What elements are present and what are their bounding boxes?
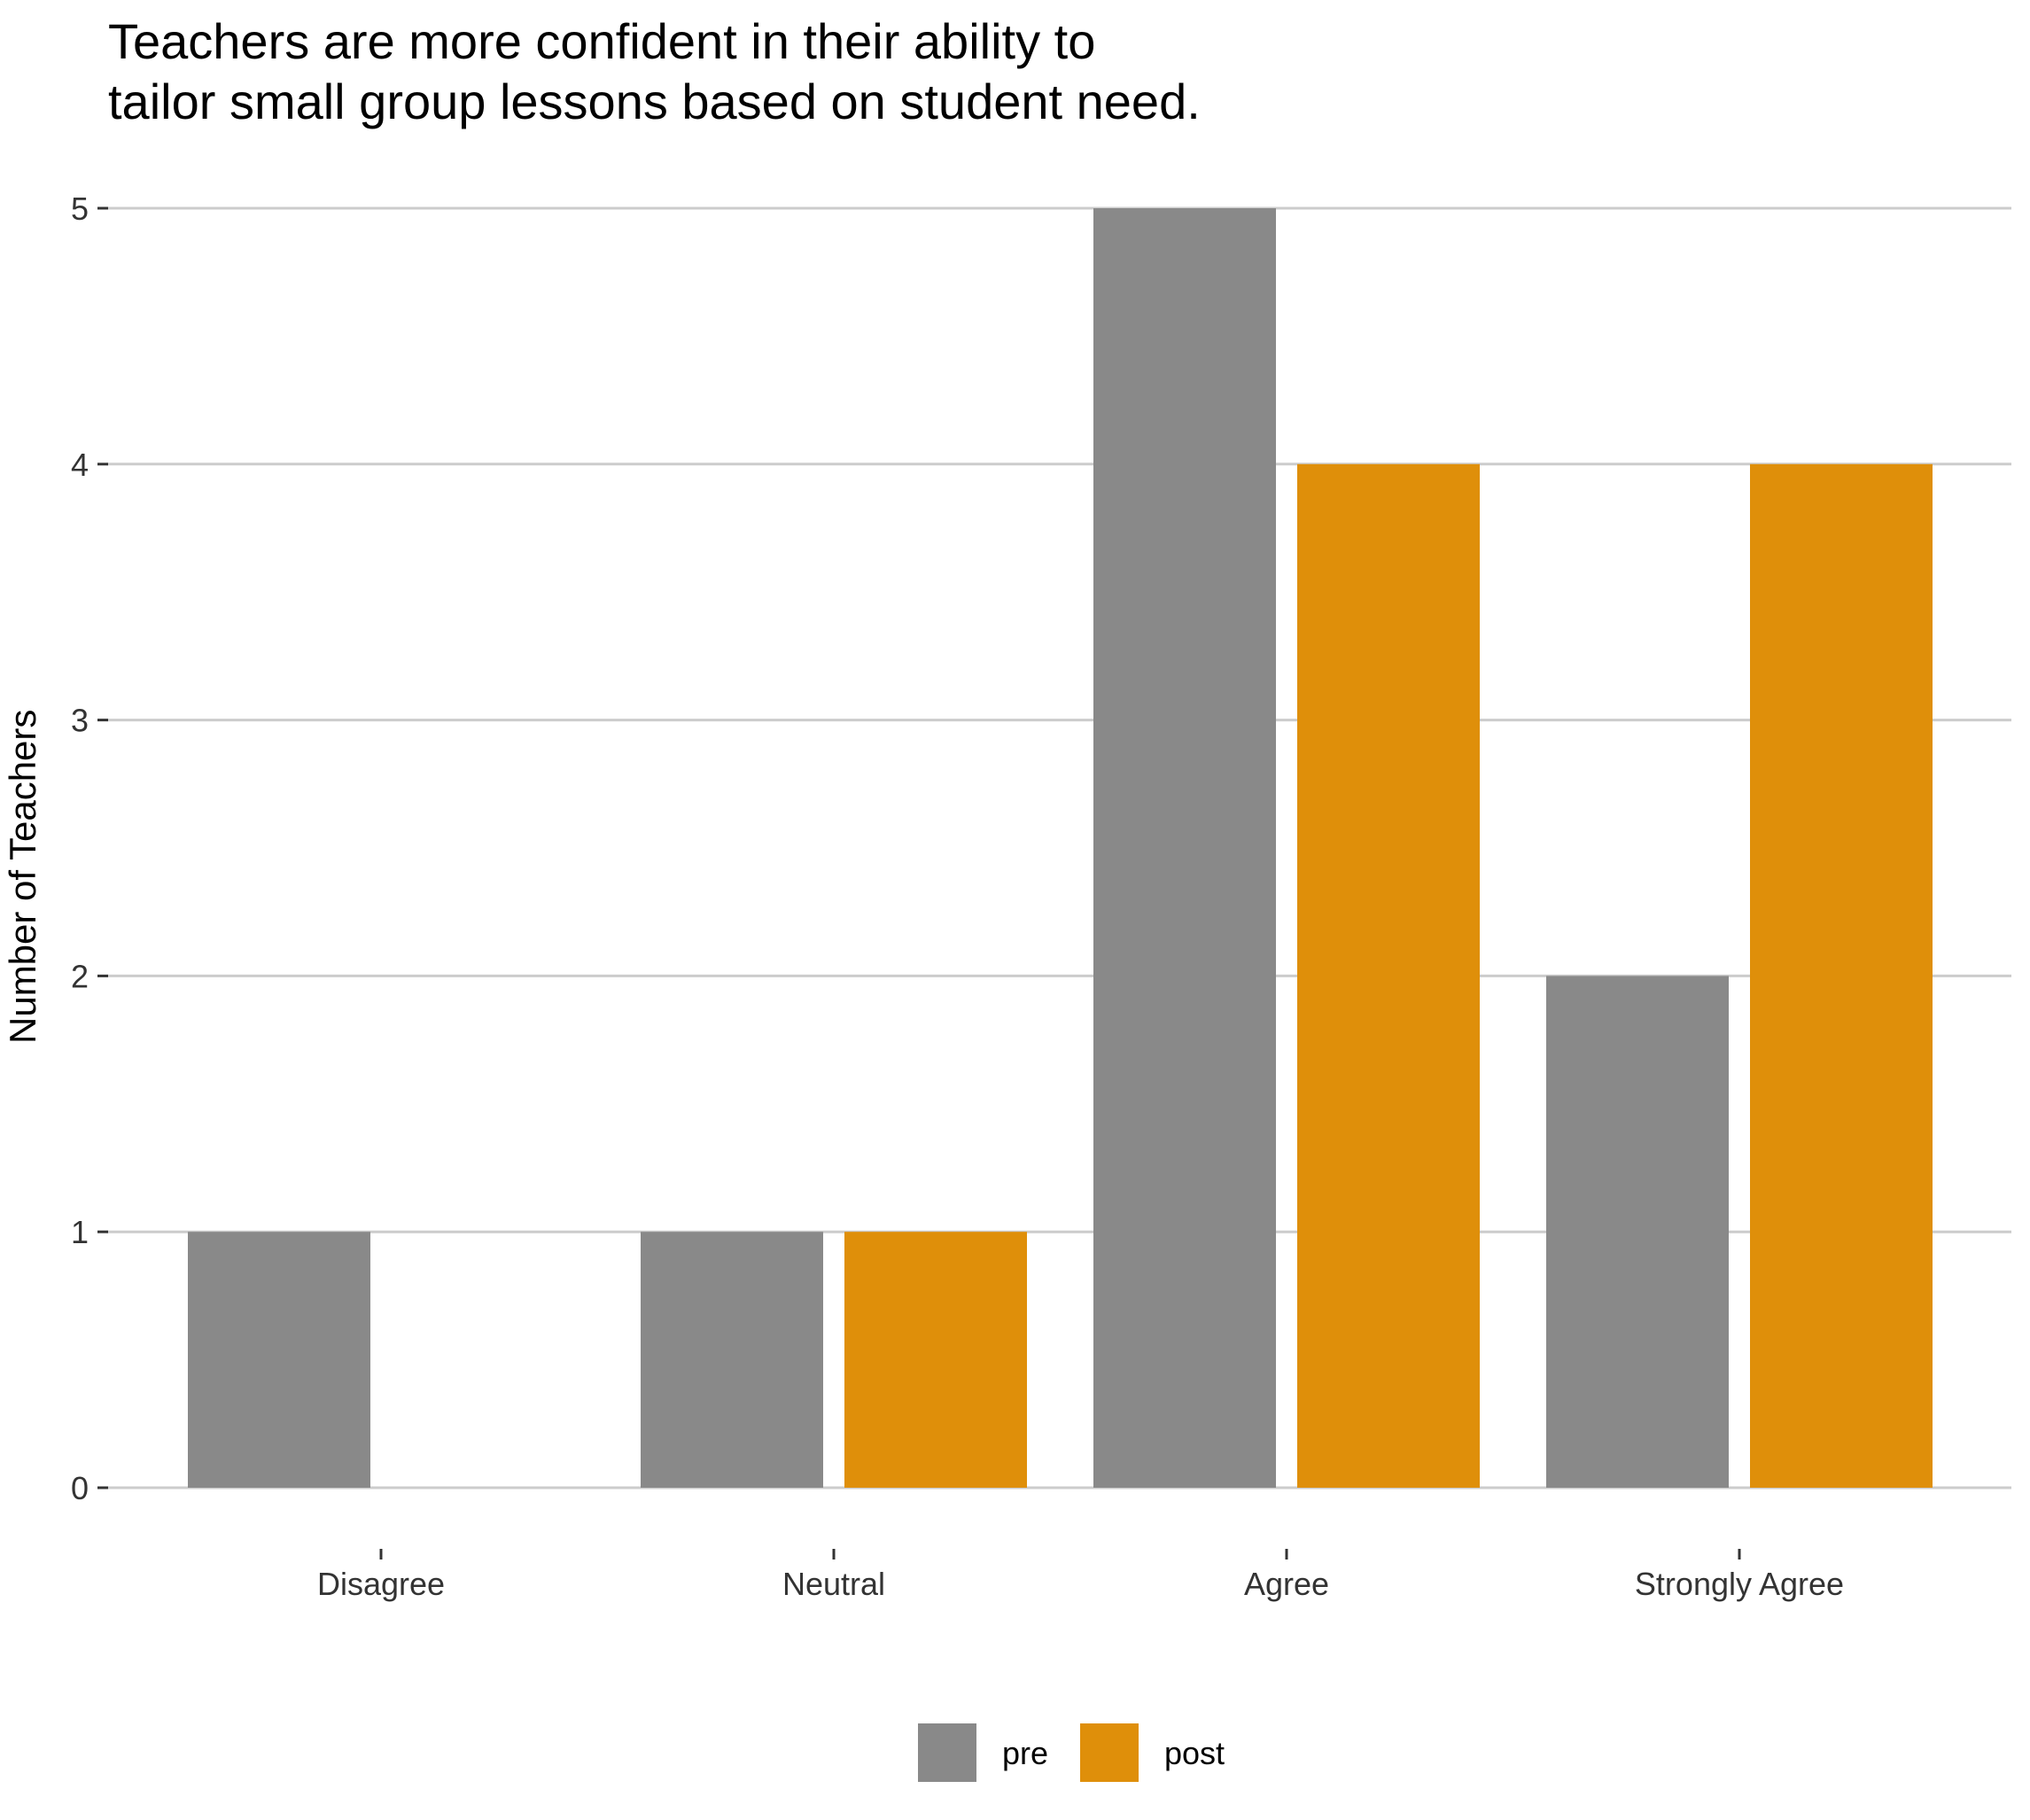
bar-pre-agree xyxy=(1093,208,1276,1488)
bar-post-neutral xyxy=(844,1232,1027,1488)
y-axis: 0 1 2 3 4 5 xyxy=(71,191,108,1506)
y-tick-label: 0 xyxy=(71,1470,89,1506)
legend-label-pre: pre xyxy=(1002,1735,1048,1771)
legend: pre post xyxy=(918,1723,1225,1782)
x-tick-label: Agree xyxy=(1244,1566,1329,1602)
legend-label-post: post xyxy=(1164,1735,1225,1771)
bar-post-strongly-agree xyxy=(1750,463,1933,1488)
x-tick-label: Strongly Agree xyxy=(1635,1566,1844,1602)
x-tick-label: Neutral xyxy=(782,1566,885,1602)
y-tick-label: 1 xyxy=(71,1214,89,1250)
x-tick-label: Disagree xyxy=(317,1566,445,1602)
bar-post-agree xyxy=(1297,463,1480,1488)
chart-title: Teachers are more confident in their abi… xyxy=(108,13,1201,129)
bar-pre-neutral xyxy=(641,1232,823,1488)
bars xyxy=(188,208,1933,1488)
y-tick-label: 3 xyxy=(71,703,89,739)
bar-pre-strongly-agree xyxy=(1546,976,1729,1488)
chart-title-line-1: Teachers are more confident in their abi… xyxy=(108,13,1095,69)
y-tick-label: 2 xyxy=(71,958,89,994)
legend-swatch-pre xyxy=(918,1723,976,1782)
chart-title-line-2: tailor small group lessons based on stud… xyxy=(108,74,1201,129)
y-tick-label: 4 xyxy=(71,447,89,483)
y-axis-title: Number of Teachers xyxy=(2,710,43,1044)
x-axis: Disagree Neutral Agree Strongly Agree xyxy=(317,1549,1844,1602)
legend-swatch-post xyxy=(1080,1723,1139,1782)
bar-pre-disagree xyxy=(188,1232,370,1488)
y-tick-label: 5 xyxy=(71,191,89,227)
